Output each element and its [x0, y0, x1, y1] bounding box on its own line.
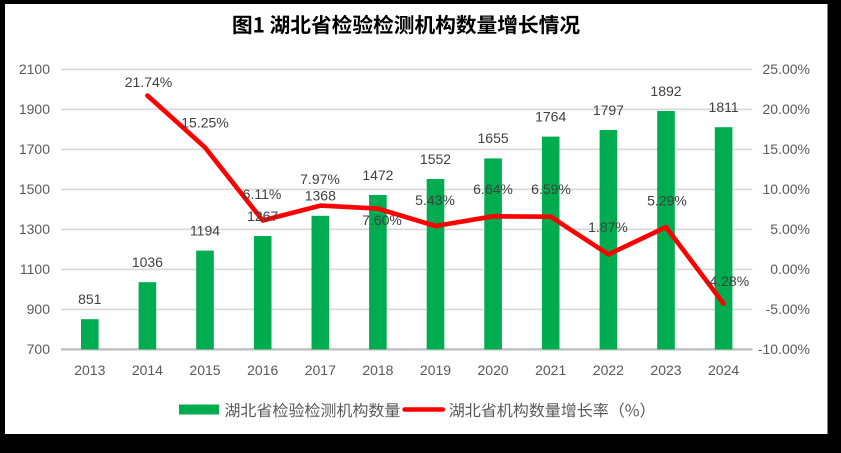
svg-text:1892: 1892 — [650, 83, 681, 99]
svg-text:5.29%: 5.29% — [647, 192, 687, 208]
svg-text:1368: 1368 — [305, 188, 336, 204]
svg-text:2017: 2017 — [305, 362, 336, 378]
svg-text:900: 900 — [27, 301, 51, 317]
svg-text:-10.00%: -10.00% — [758, 341, 810, 357]
svg-text:1100: 1100 — [20, 261, 50, 277]
svg-text:25.00%: 25.00% — [763, 61, 810, 77]
svg-text:2015: 2015 — [189, 362, 220, 378]
svg-text:1797: 1797 — [593, 102, 624, 118]
svg-text:1036: 1036 — [132, 254, 163, 270]
svg-text:0.00%: 0.00% — [770, 261, 810, 277]
svg-text:2024: 2024 — [708, 362, 739, 378]
svg-text:6.59%: 6.59% — [531, 181, 571, 197]
svg-text:2016: 2016 — [247, 362, 278, 378]
svg-text:1700: 1700 — [19, 141, 50, 157]
svg-text:15.25%: 15.25% — [181, 114, 228, 130]
svg-text:1.87%: 1.87% — [588, 219, 628, 235]
svg-text:1764: 1764 — [535, 108, 566, 124]
svg-text:20.00%: 20.00% — [763, 101, 810, 117]
svg-text:1811: 1811 — [709, 99, 739, 115]
svg-text:2023: 2023 — [650, 362, 681, 378]
svg-text:-5.00%: -5.00% — [766, 301, 810, 317]
svg-text:2018: 2018 — [362, 362, 393, 378]
svg-text:2013: 2013 — [74, 362, 105, 378]
svg-text:1900: 1900 — [19, 101, 50, 117]
svg-text:6.11%: 6.11% — [243, 186, 282, 202]
svg-text:1655: 1655 — [478, 130, 509, 146]
svg-text:2021: 2021 — [535, 362, 566, 378]
svg-text:5.00%: 5.00% — [770, 221, 810, 237]
svg-text:700: 700 — [27, 341, 51, 357]
svg-text:1267: 1267 — [247, 208, 278, 224]
svg-text:6.64%: 6.64% — [473, 181, 513, 197]
svg-text:1194: 1194 — [190, 222, 220, 238]
svg-text:15.00%: 15.00% — [763, 141, 810, 157]
svg-text:1300: 1300 — [19, 221, 50, 237]
svg-text:-4.28%: -4.28% — [705, 273, 749, 289]
svg-text:2020: 2020 — [478, 362, 509, 378]
svg-text:7.60%: 7.60% — [362, 212, 402, 228]
svg-text:10.00%: 10.00% — [763, 181, 810, 197]
svg-text:2014: 2014 — [132, 362, 163, 378]
svg-text:5.43%: 5.43% — [415, 192, 455, 208]
svg-text:21.74%: 21.74% — [125, 74, 172, 90]
svg-text:1552: 1552 — [420, 151, 451, 167]
svg-text:2100: 2100 — [19, 61, 50, 77]
svg-text:2019: 2019 — [420, 362, 451, 378]
svg-text:1500: 1500 — [19, 181, 50, 197]
svg-text:851: 851 — [78, 291, 102, 307]
svg-text:2022: 2022 — [593, 362, 624, 378]
svg-text:7.97%: 7.97% — [300, 171, 340, 187]
svg-text:1472: 1472 — [362, 167, 393, 183]
